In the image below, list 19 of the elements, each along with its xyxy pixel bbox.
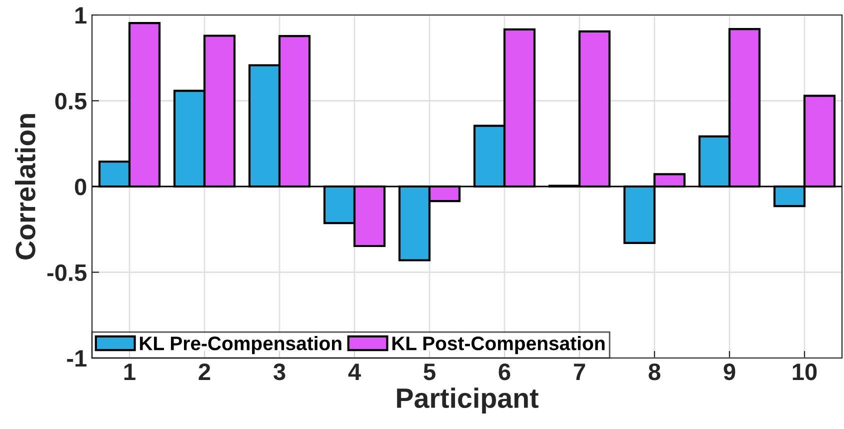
x-tick-label: 9 — [724, 363, 736, 380]
x-tick-label: 10 — [792, 363, 817, 380]
y-axis-title: Correlation — [15, 114, 36, 260]
legend-label: KL Post-Compensation — [392, 336, 605, 354]
y-tick-label: -1 — [67, 350, 86, 367]
y-tick-label: -0.5 — [47, 264, 86, 282]
x-tick-label: 4 — [348, 364, 361, 380]
y-tick-label: 1 — [75, 7, 86, 24]
y-tick-label: 0 — [74, 178, 86, 196]
x-tick-label: 1 — [124, 364, 136, 380]
x-tick-label: 8 — [648, 363, 660, 380]
x-axis-title: Participant — [397, 388, 538, 414]
x-tick-label: 5 — [424, 364, 436, 380]
x-tick-label: 7 — [574, 364, 586, 380]
y-tick-label: 0.5 — [55, 92, 86, 110]
x-tick-label: 2 — [198, 363, 210, 380]
x-tick-label: 3 — [273, 363, 286, 380]
x-tick-label: 6 — [498, 363, 510, 380]
legend-label: KL Pre-Compensation — [140, 336, 342, 354]
